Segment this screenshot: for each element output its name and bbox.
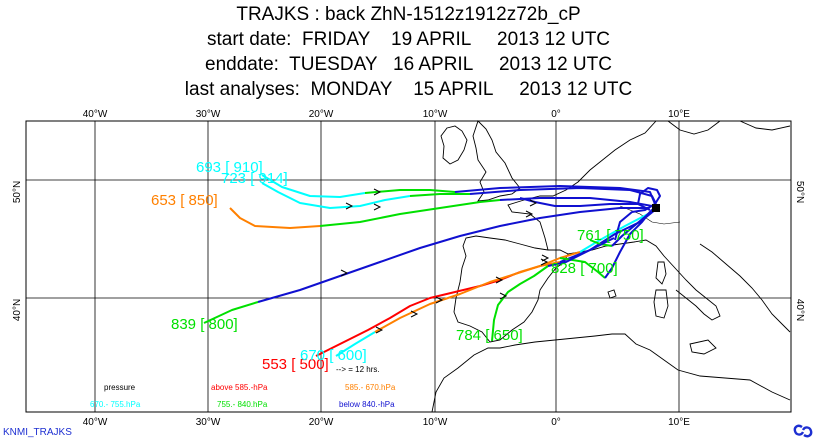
time-arrow-icon — [373, 188, 382, 196]
trajectory-segment — [203, 301, 259, 324]
trajectory-segment — [559, 257, 606, 279]
traj-label: 670 [ 600] — [300, 347, 367, 364]
trajectory-segment — [604, 211, 651, 279]
arrow-interval-note: --> = 12 hrs. — [336, 365, 380, 374]
time-arrow-icon — [410, 310, 419, 318]
trajectory-segment — [229, 207, 321, 229]
lon-label-bottom: 30°W — [196, 417, 221, 428]
coast-ireland — [440, 125, 468, 165]
lat-label-right: 40°N — [794, 299, 805, 321]
trajectory-segment — [257, 207, 648, 303]
time-arrow-icon — [525, 210, 534, 218]
coast-iberia — [453, 235, 569, 343]
time-arrow-icon — [499, 292, 508, 300]
ecmwf-logo-icon — [793, 424, 813, 438]
legend-below: below 840.-hPa — [339, 400, 395, 409]
coast-italy — [567, 239, 721, 321]
lon-labels: 40°W 30°W 20°W 10°W 0° 10°E 40°W 30°W 20… — [83, 109, 691, 428]
trajectory-segment — [409, 193, 470, 197]
trajectory-segment — [261, 174, 366, 198]
trajectory-segment — [319, 199, 501, 227]
traj-label: 784 [ 650] — [456, 327, 523, 344]
trajectory-segment — [374, 261, 561, 333]
start-point-marker — [652, 204, 660, 212]
time-arrow-icon — [373, 203, 382, 211]
title-block: TRAJKS : back ZhN-1512z1912z72b_cP start… — [0, 2, 817, 102]
lon-label-top: 10°E — [668, 109, 690, 120]
traj-label: 653 [ 850] — [151, 192, 218, 209]
coast-balearics — [607, 289, 617, 299]
lon-label-top: 40°W — [83, 109, 108, 120]
footer-source-label: KNMI_TRAJKS — [3, 427, 72, 438]
last-analyses-line: last analyses: MONDAY 15 APRIL 2013 12 U… — [184, 79, 633, 100]
trajectory-layer — [203, 174, 661, 357]
traj-label: 723 [ 914] — [221, 170, 288, 187]
trajectory-segment — [364, 189, 456, 194]
lat-label-right: 50°N — [794, 181, 805, 203]
legend-585-670: 585.- 670.hPa — [345, 383, 396, 392]
time-arrow-icon — [375, 326, 384, 334]
lon-label-top: 0° — [551, 109, 561, 120]
map-frame — [25, 120, 792, 413]
traj-label: 828 [ 700] — [551, 260, 618, 277]
coast-denmark — [667, 120, 721, 135]
traj-label: 553 [ 500] — [262, 356, 329, 373]
trajectory-segment — [611, 207, 655, 247]
traj-label: 693 [ 910] — [196, 159, 263, 176]
coast-france-west — [507, 120, 657, 251]
lon-label-bottom: 0° — [551, 417, 561, 428]
trajectory-segment — [614, 187, 661, 241]
lon-label-top: 10°W — [423, 109, 448, 120]
lon-label-bottom: 10°E — [668, 417, 690, 428]
time-arrow-icon — [435, 296, 444, 304]
lon-label-bottom: 20°W — [309, 417, 334, 428]
start-marker-square — [652, 204, 660, 212]
lon-label-top: 20°W — [309, 109, 334, 120]
traj-label: 839 [ 800] — [171, 316, 238, 333]
graticule — [26, 121, 791, 412]
coast-baltic — [739, 120, 791, 131]
lat-labels: 50°N 40°N 50°N 40°N — [12, 181, 805, 321]
trajectory-segment — [547, 237, 615, 267]
start-date-line: start date: FRIDAY 19 APRIL 2013 12 UTC — [206, 29, 611, 50]
lon-label-bottom: 10°W — [423, 417, 448, 428]
lon-label-top: 30°W — [196, 109, 221, 120]
time-arrow-icon — [541, 254, 550, 262]
coast-sicily — [689, 339, 717, 355]
time-arrow-icon — [345, 202, 354, 210]
legend: pressure above 585.-hPa 585.- 670.hPa 67… — [90, 383, 396, 409]
trajectory-labels: 693 [ 910] 723 [ 914] 653 [ 850] 761 [ 7… — [151, 159, 644, 373]
lat-label-left: 50°N — [12, 181, 23, 203]
coast-balkans — [699, 243, 791, 333]
lat-label-left: 40°N — [12, 299, 23, 321]
lon-label-bottom: 40°W — [83, 417, 108, 428]
legend-670-755: 670.- 755.hPa — [90, 400, 141, 409]
coast-britain — [472, 120, 521, 202]
chart-title: TRAJKS : back ZhN-1512z1912z72b_cP — [236, 4, 581, 25]
legend-755-840: 755.- 840.hPa — [217, 400, 268, 409]
time-arrow-icon — [340, 269, 349, 277]
trajectory-segment — [261, 182, 411, 209]
time-arrow-icon — [495, 276, 504, 284]
coastlines — [431, 120, 791, 413]
coast-sardinia — [653, 289, 669, 319]
time-arrow-icon — [529, 199, 538, 207]
end-date-line: enddate: TUESDAY 16 APRIL 2013 12 UTC — [205, 54, 612, 75]
traj-label: 761 [ 750] — [577, 227, 644, 244]
trajectory-segment — [454, 185, 656, 205]
coast-corsica — [655, 261, 667, 285]
legend-above: above 585.-hPa — [211, 383, 268, 392]
coast-africa — [431, 333, 791, 413]
trajectory-segment — [335, 331, 376, 357]
legend-pressure-label: pressure — [104, 383, 136, 392]
trajectory-segment — [491, 265, 549, 342]
trajectory-segment — [579, 213, 649, 253]
